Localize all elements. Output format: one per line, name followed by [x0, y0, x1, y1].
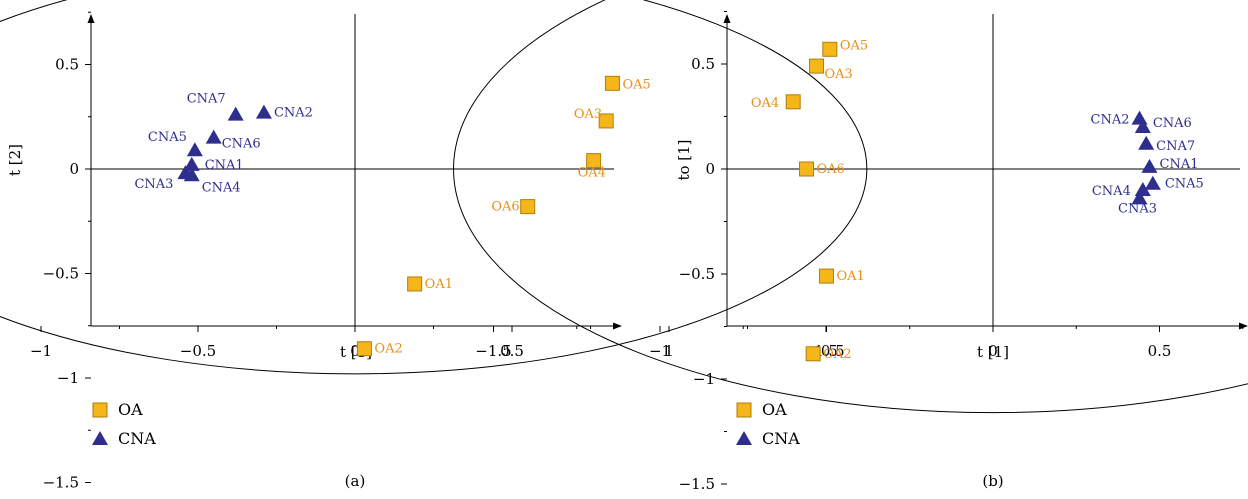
panel-b: −1.5−1−0.500.511.5−1.5−1−0.500.51t [1]to…: [453, 0, 1248, 493]
point-label-cna2: CNA2: [1091, 113, 1130, 128]
x-tick-label: 0.5: [500, 342, 524, 360]
point-label-cna6: CNA6: [1153, 116, 1192, 131]
y-axis-arrow: [87, 14, 95, 23]
cna-point-cna7: [1138, 135, 1155, 150]
y-axis-arrow: [723, 14, 731, 23]
x-axis-arrow: [1239, 322, 1248, 330]
cna-point-cna6: [1134, 119, 1151, 133]
point-label-oa1: OA1: [837, 269, 865, 284]
panel-label: (a): [345, 472, 366, 490]
x-tick-label: −1: [649, 342, 671, 360]
oa-point-oa3: [598, 113, 614, 129]
y-tick-label: −1: [693, 370, 715, 388]
oa-point-oa2: [356, 341, 372, 357]
point-label-cna5: CNA5: [148, 130, 187, 145]
oa-point-oa3: [809, 58, 825, 74]
panel-label: (b): [982, 472, 1003, 490]
point-label-cna5: CNA5: [1165, 177, 1204, 192]
y-axis-label: t [2]: [6, 144, 24, 176]
point-label-oa6: OA6: [817, 162, 845, 177]
oa-point-oa4: [586, 153, 602, 169]
oa-point-oa4: [785, 94, 801, 110]
legend-cna-marker: [92, 431, 108, 445]
x-tick-label: −1.5: [475, 342, 511, 360]
confidence-ellipse: [453, 0, 1248, 414]
legend-oa-marker: [92, 402, 108, 418]
cna-point-cna1: [183, 156, 200, 171]
point-label-oa1: OA1: [425, 277, 453, 292]
point-label-cna1: CNA1: [205, 158, 244, 173]
oa-point-oa6: [799, 161, 815, 177]
x-tick-label: −1: [30, 342, 52, 360]
legend-cna-label: CNA: [762, 429, 800, 448]
point-label-oa2: OA2: [823, 347, 851, 362]
oa-point-oa1: [819, 268, 834, 284]
y-tick-label: 0: [705, 160, 715, 178]
x-axis-label: t [1]: [977, 343, 1009, 361]
point-label-oa6: OA6: [491, 200, 519, 215]
point-label-cna3: CNA3: [134, 177, 173, 192]
legend-cna-marker: [736, 431, 752, 445]
y-tick-label: 0.5: [691, 55, 715, 73]
oa-point-oa2: [805, 346, 821, 362]
cna-point-cna2: [255, 104, 272, 119]
x-axis-arrow: [613, 322, 622, 330]
legend-oa-label: OA: [118, 400, 143, 419]
point-label-cna4: CNA4: [1092, 184, 1131, 199]
cna-point-cna5: [1144, 175, 1161, 190]
y-tick-label: 0.5: [55, 56, 79, 74]
point-label-oa5: OA5: [840, 38, 868, 53]
point-label-cna4: CNA4: [202, 180, 241, 195]
y-axis-label: to [1]: [675, 139, 693, 180]
oa-point-oa1: [407, 276, 423, 292]
point-label-cna7: CNA7: [187, 92, 226, 107]
y-tick-label: 0: [69, 160, 79, 178]
confidence-ellipse: [0, 0, 868, 375]
legend-cna-label: CNA: [118, 429, 156, 448]
x-tick-label: 1: [664, 342, 674, 360]
y-tick-label: −1.5: [679, 475, 715, 493]
cna-point-cna4: [1134, 182, 1151, 196]
point-label-cna7: CNA7: [1156, 139, 1195, 154]
legend-oa-marker: [736, 402, 752, 418]
cna-point-cna2: [1131, 110, 1148, 125]
cna-point-cna5: [186, 142, 203, 157]
cna-point-cna4: [183, 167, 200, 182]
point-label-cna6: CNA6: [222, 137, 261, 152]
panel-a: −1.5−1−0.500.511.5−1.5−1−0.500.51t [1]t …: [0, 0, 868, 492]
oa-point-oa5: [822, 41, 838, 57]
legend-oa-label: OA: [762, 400, 787, 419]
cna-point-cna1: [1141, 158, 1158, 173]
point-label-oa2: OA2: [374, 342, 402, 357]
y-tick-label: −0.5: [43, 265, 79, 283]
point-label-cna3: CNA3: [1118, 201, 1157, 216]
point-label-oa4: OA4: [578, 166, 606, 181]
cna-point-cna3: [1131, 190, 1148, 205]
x-tick-label: 0.5: [1148, 342, 1172, 360]
oa-point-oa5: [604, 75, 620, 91]
point-label-oa3: OA3: [574, 107, 602, 122]
point-label-cna1: CNA1: [1160, 157, 1199, 172]
y-tick-label: −0.5: [679, 265, 715, 283]
cna-point-cna6: [205, 129, 222, 144]
point-label-oa5: OA5: [622, 77, 650, 92]
x-tick-label: 0: [350, 342, 360, 360]
cna-point-cna7: [227, 106, 244, 121]
x-tick-label: 0: [988, 342, 998, 360]
x-tick-label: −0.5: [180, 342, 216, 360]
oa-point-oa6: [520, 199, 536, 215]
y-tick-label: −1.5: [43, 474, 79, 492]
point-label-oa4: OA4: [751, 96, 779, 111]
point-label-oa3: OA3: [825, 67, 853, 82]
point-label-cna2: CNA2: [274, 106, 313, 121]
y-tick-label: −1: [57, 369, 79, 387]
